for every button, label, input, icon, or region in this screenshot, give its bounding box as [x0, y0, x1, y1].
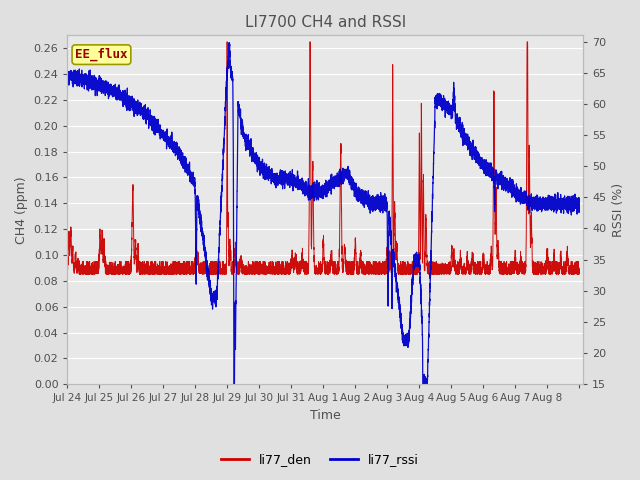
Legend: li77_den, li77_rssi: li77_den, li77_rssi — [216, 448, 424, 471]
Y-axis label: CH4 (ppm): CH4 (ppm) — [15, 176, 28, 243]
X-axis label: Time: Time — [310, 409, 340, 422]
Text: EE_flux: EE_flux — [75, 48, 128, 61]
Title: LI7700 CH4 and RSSI: LI7700 CH4 and RSSI — [244, 15, 406, 30]
Y-axis label: RSSI (%): RSSI (%) — [612, 183, 625, 237]
